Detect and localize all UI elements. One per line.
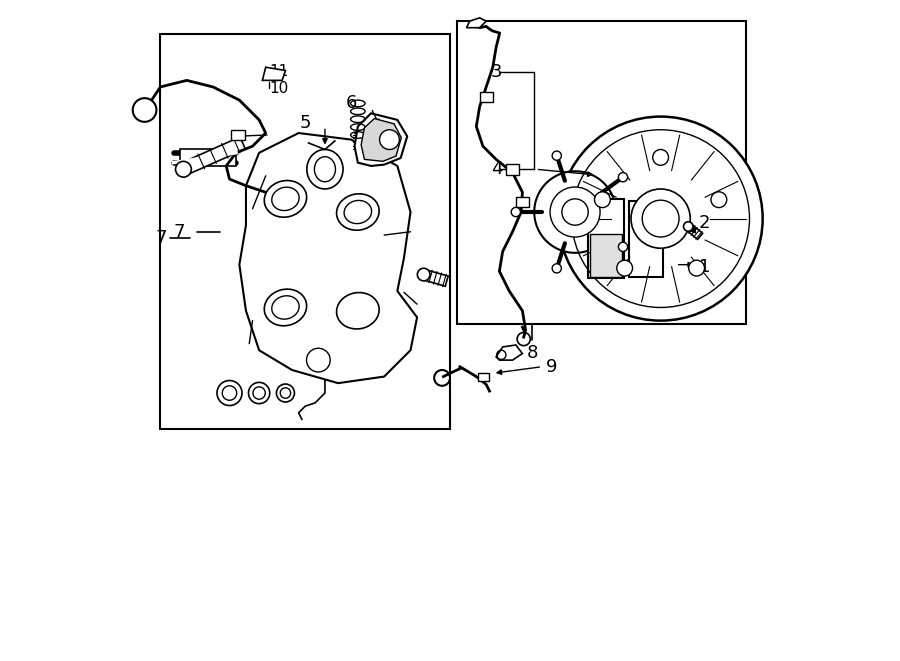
Bar [629,201,663,276]
Text: 1: 1 [698,258,710,276]
Circle shape [552,264,562,273]
Ellipse shape [280,388,291,398]
Text: 8: 8 [526,344,538,362]
Circle shape [559,116,762,321]
Bar [480,92,493,102]
Polygon shape [355,113,407,166]
Circle shape [652,149,669,165]
Circle shape [535,171,616,253]
Circle shape [511,208,520,217]
Polygon shape [466,18,486,28]
Bar [231,130,245,139]
Text: 9: 9 [545,358,557,375]
Text: 3: 3 [491,63,502,81]
Ellipse shape [307,149,343,189]
Ellipse shape [248,383,270,404]
Circle shape [643,200,680,237]
Circle shape [616,260,633,276]
Bar [160,34,450,429]
Circle shape [688,260,705,276]
Text: 2: 2 [698,214,710,232]
Polygon shape [686,223,703,239]
Circle shape [618,242,627,251]
Ellipse shape [217,381,242,406]
Circle shape [618,173,627,182]
Text: 10: 10 [269,81,288,96]
Circle shape [176,161,192,177]
Text: 7: 7 [174,223,185,241]
Text: 11: 11 [269,64,288,79]
Circle shape [683,221,693,231]
Ellipse shape [276,384,294,402]
Ellipse shape [314,157,336,182]
Ellipse shape [253,387,266,399]
Polygon shape [361,118,401,161]
Ellipse shape [222,386,237,401]
Text: 5: 5 [300,114,310,132]
Circle shape [595,192,610,208]
Bar [590,234,623,277]
Circle shape [552,151,562,160]
Polygon shape [422,270,448,286]
Text: 4: 4 [491,160,502,178]
Circle shape [562,199,589,225]
Polygon shape [180,149,236,166]
Polygon shape [181,137,246,175]
Circle shape [132,98,157,122]
Circle shape [631,189,690,249]
Bar [478,373,490,381]
Text: 6: 6 [346,95,357,112]
Circle shape [711,192,726,208]
Circle shape [550,187,600,237]
Circle shape [418,268,430,281]
Circle shape [380,130,400,149]
Bar [506,164,519,175]
Text: 7: 7 [156,229,167,247]
Polygon shape [496,345,522,360]
Polygon shape [263,67,285,81]
Bar [589,199,625,278]
Bar [516,197,529,208]
Polygon shape [239,133,417,383]
Bar [456,21,746,324]
